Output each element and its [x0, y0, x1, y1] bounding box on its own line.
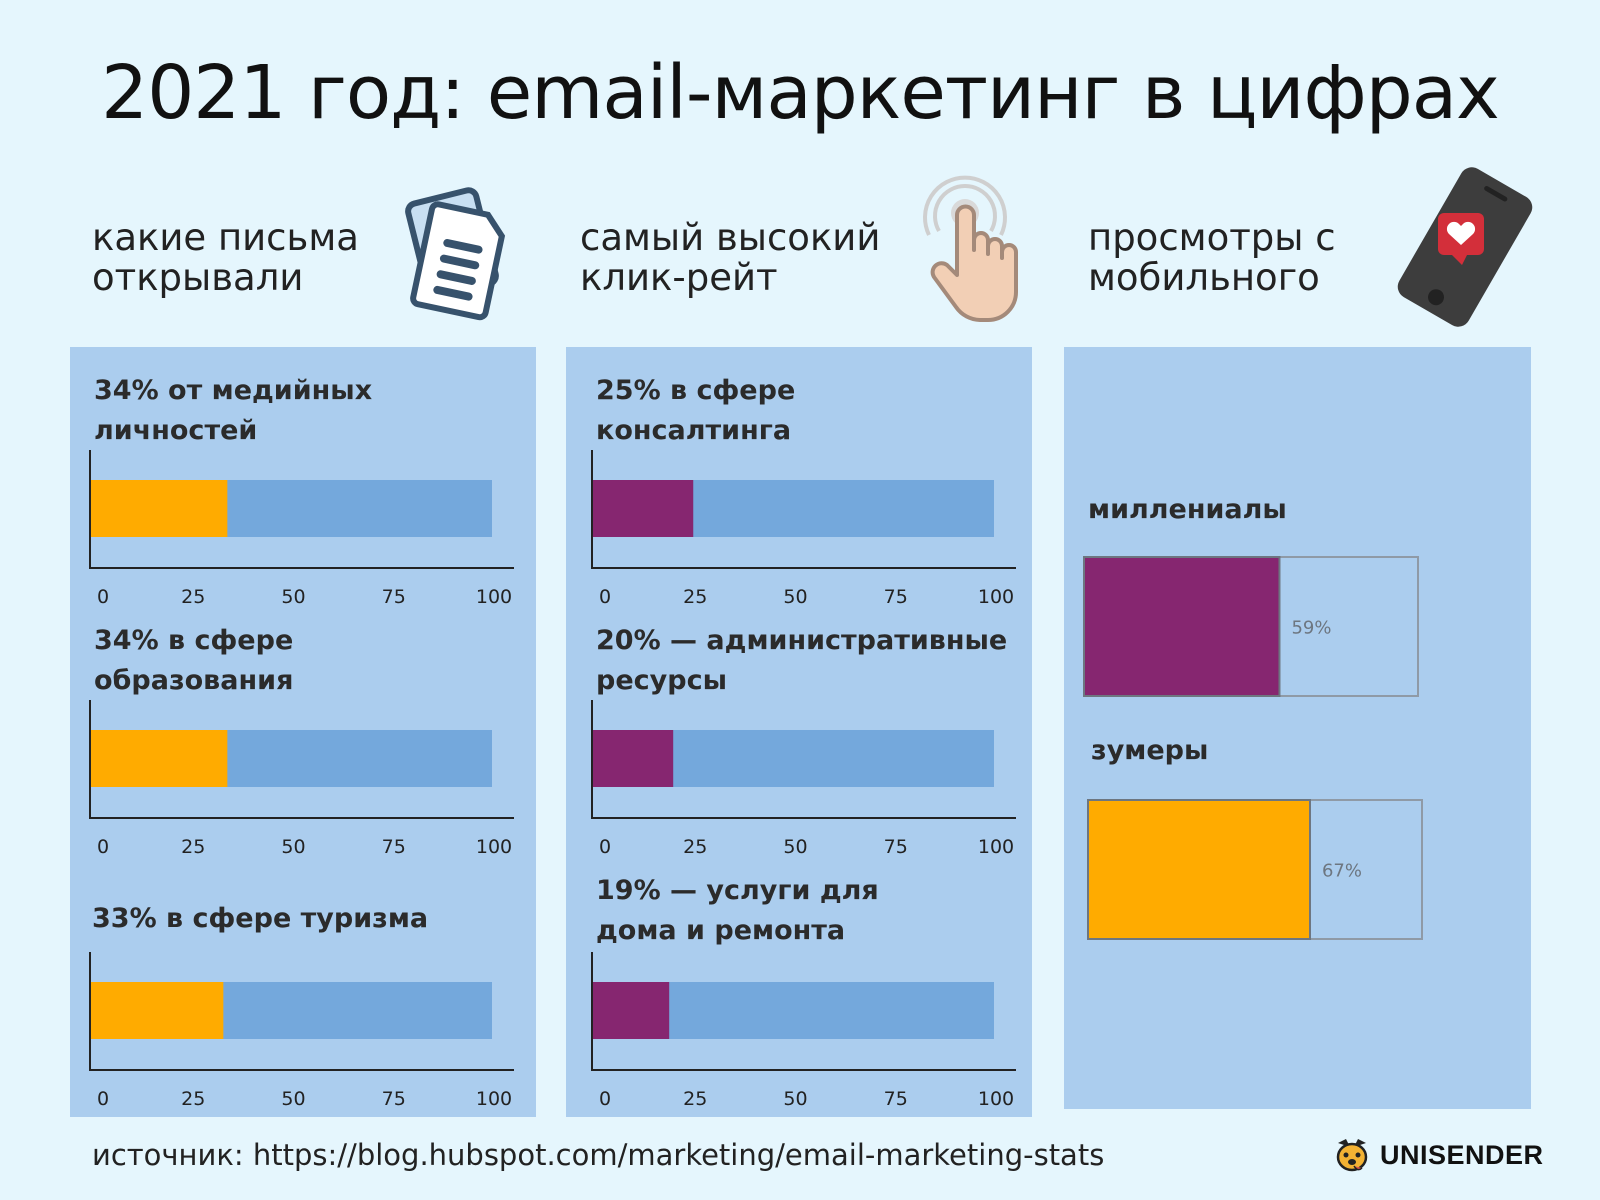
tick-label: 25 [683, 1088, 707, 1110]
bar-label-consulting: 25% в сфере консалтинга [596, 371, 795, 451]
label-line: 25% в сфере [596, 375, 796, 406]
chart-consulting: 0 25 50 75 100 [591, 450, 1016, 608]
bar-value [91, 480, 228, 537]
label-line: ресурсы [596, 665, 727, 696]
label-line: 34% от медийных [94, 375, 373, 406]
heading-line: клик-рейт [580, 256, 778, 299]
chart-millennials: 59% [1083, 556, 1419, 697]
share-value-label: 67% [1322, 861, 1362, 882]
column-heading-mobile: просмотры с мобильного [1088, 218, 1336, 298]
chart-media: 0 25 50 75 100 [89, 450, 514, 608]
tick-label: 100 [978, 586, 1014, 608]
source-text: источник: https://blog.hubspot.com/marke… [92, 1138, 1105, 1172]
panel-mobile [1064, 347, 1531, 1109]
share-bar [1083, 556, 1281, 697]
bar-value [593, 982, 670, 1039]
brand-logo: UNISENDER [1332, 1135, 1544, 1175]
brand-name: UNISENDER [1380, 1139, 1544, 1170]
tick-label: 0 [599, 1088, 611, 1110]
label-line: 19% — услуги для [596, 875, 879, 906]
chart-tourism: 0 25 50 75 100 [89, 952, 514, 1110]
column-heading-ctr: самый высокий клик-рейт [580, 218, 880, 298]
heading-line: мобильного [1088, 256, 1320, 299]
phone-heart-icon [1397, 167, 1533, 327]
heading-line: открывали [92, 256, 304, 299]
mobile-label-millennials: миллениалы [1088, 494, 1287, 525]
tick-label: 100 [978, 836, 1014, 858]
dog-logo-icon [1336, 1139, 1368, 1172]
document-icon [405, 187, 506, 321]
tick-label: 0 [97, 1088, 109, 1110]
bar-label-media: 34% от медийных личностей [94, 371, 372, 451]
chart-admin: 0 25 50 75 100 [591, 700, 1016, 858]
tick-label: 50 [281, 1088, 305, 1110]
chart-education: 0 25 50 75 100 [89, 700, 514, 858]
bar-value [593, 480, 694, 537]
label-line: 33% в сфере туризма [92, 903, 429, 934]
tick-label: 25 [683, 586, 707, 608]
bar-value [91, 730, 228, 787]
tick-label: 75 [382, 1088, 406, 1110]
share-bar [1087, 799, 1311, 940]
label-line: личностей [94, 415, 258, 446]
tick-label: 0 [97, 836, 109, 858]
chart-zoomers: 67% [1087, 799, 1423, 940]
label-line: консалтинга [596, 415, 792, 446]
tick-label: 50 [783, 586, 807, 608]
column-heading-opened: какие письма открывали [92, 218, 359, 298]
bar-label-tourism: 33% в сфере туризма [92, 899, 428, 939]
bar-label-home: 19% — услуги для дома и ремонта [596, 871, 879, 951]
tick-label: 100 [476, 836, 512, 858]
tick-label: 75 [382, 836, 406, 858]
tick-label: 0 [97, 586, 109, 608]
tick-label: 75 [884, 836, 908, 858]
tick-label: 100 [476, 1088, 512, 1110]
tap-finger-icon [923, 175, 1018, 322]
bar-value [91, 982, 224, 1039]
tick-label: 0 [599, 836, 611, 858]
tick-label: 75 [382, 586, 406, 608]
label-line: 34% в сфере [94, 625, 294, 656]
tick-label: 100 [978, 1088, 1014, 1110]
tick-label: 0 [599, 586, 611, 608]
bar-value [593, 730, 674, 787]
tick-label: 75 [884, 1088, 908, 1110]
label-line: дома и ремонта [596, 915, 846, 946]
label-line: образования [94, 665, 294, 696]
bar-label-education: 34% в сфере образования [94, 621, 293, 701]
mobile-label-zoomers: зумеры [1091, 735, 1209, 766]
heading-line: просмотры с [1088, 216, 1336, 259]
tick-label: 25 [181, 586, 205, 608]
tick-label: 100 [476, 586, 512, 608]
tick-label: 50 [281, 836, 305, 858]
tick-label: 25 [181, 836, 205, 858]
page-title: 2021 год: email-маркетинг в цифрах [101, 50, 1500, 136]
chart-home: 0 25 50 75 100 [591, 952, 1016, 1110]
tick-label: 50 [783, 1088, 807, 1110]
label-line: 20% — административные [596, 625, 1008, 656]
tick-label: 25 [181, 1088, 205, 1110]
bar-label-admin: 20% — административные ресурсы [596, 621, 1007, 701]
heading-line: какие письма [92, 216, 359, 259]
tick-label: 50 [783, 836, 807, 858]
tick-label: 50 [281, 586, 305, 608]
tick-label: 25 [683, 836, 707, 858]
heading-line: самый высокий [580, 216, 881, 259]
share-value-label: 59% [1291, 618, 1331, 639]
tick-label: 75 [884, 586, 908, 608]
